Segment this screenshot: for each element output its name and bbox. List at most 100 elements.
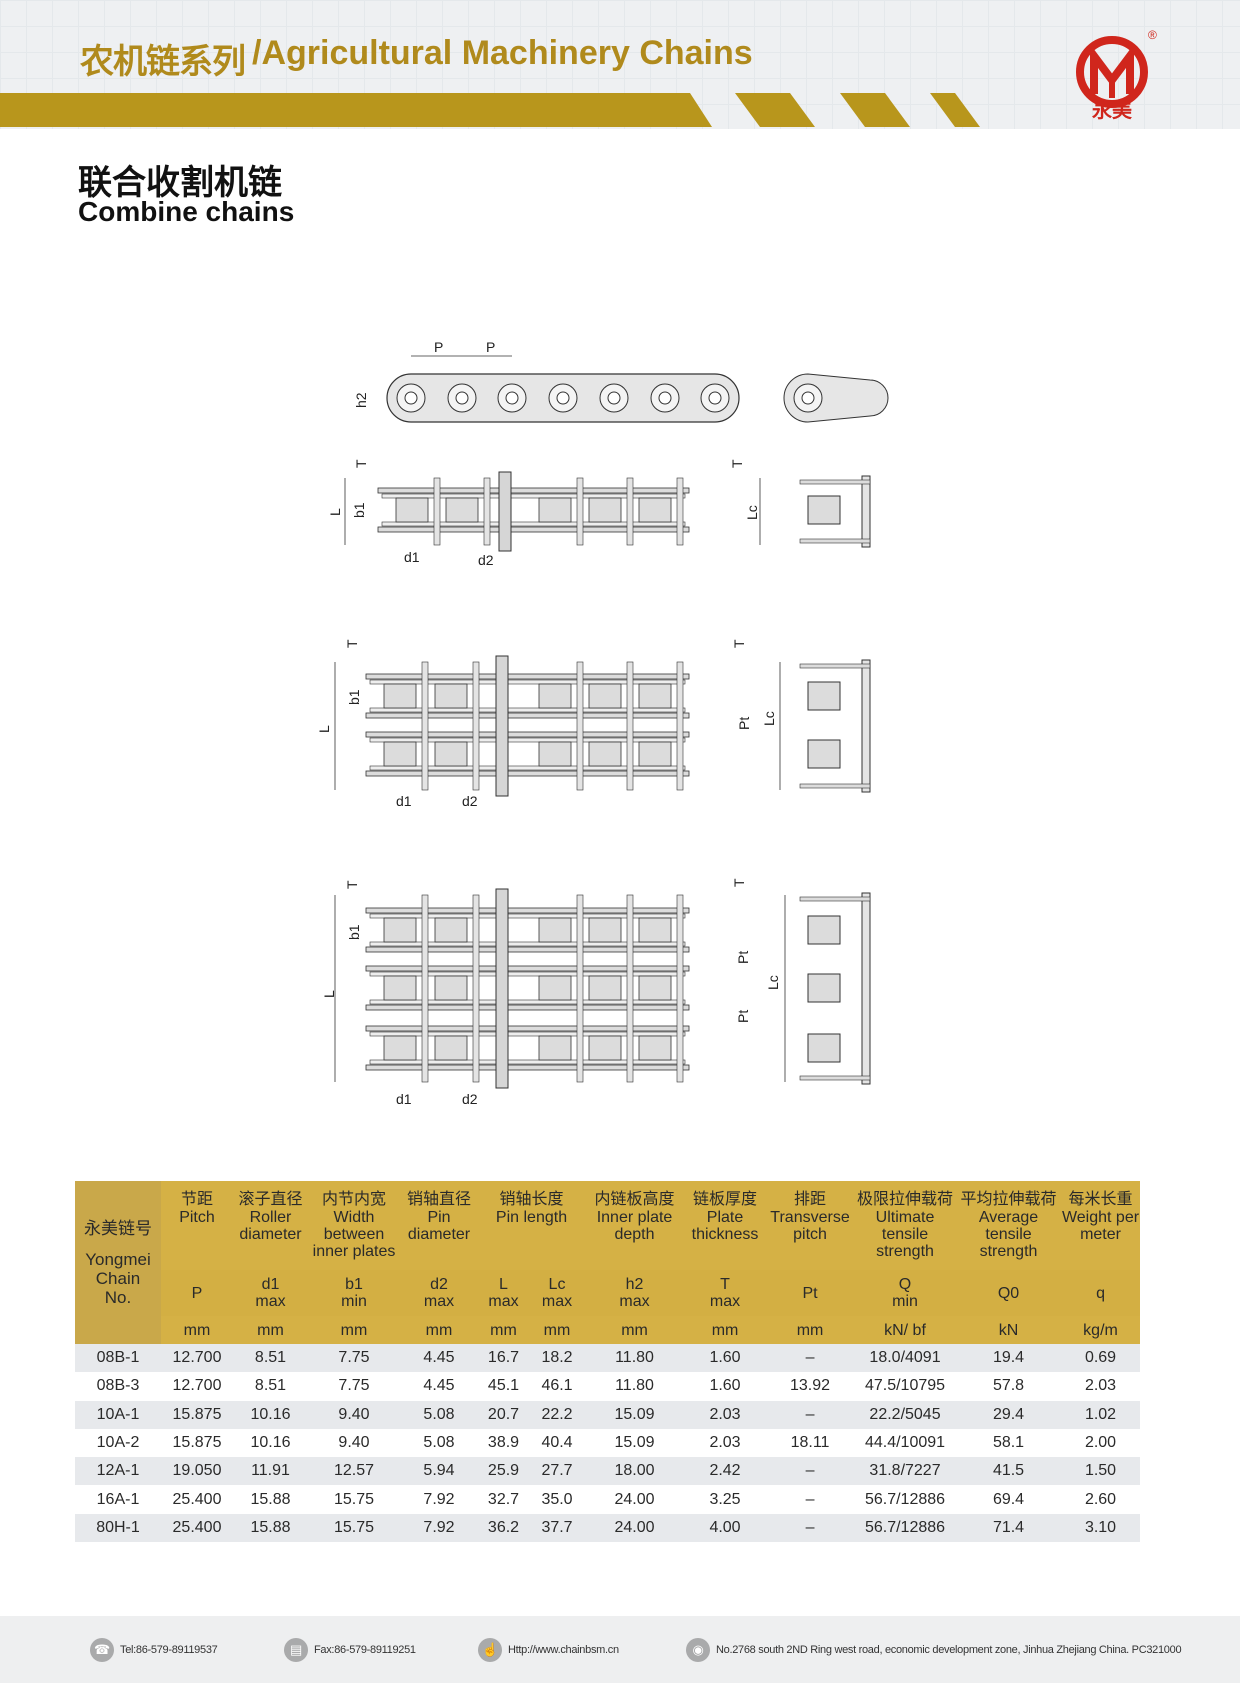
dim-label-d2: d2 [462, 793, 478, 809]
dim-label-l: L [316, 725, 332, 733]
pin [421, 661, 429, 791]
double-chain-labels: T b1 L d1 d2 T Pt Lc [316, 639, 777, 809]
table-row: 16A-1 25.400 15.88 15.75 7.92 32.7 35.0 24.00 3.… [75, 1485, 1140, 1513]
end-view-roller [807, 973, 841, 1003]
symbol-qualifier: min [341, 1293, 367, 1310]
value-cell: 10.16 [250, 1434, 291, 1452]
column-unit: mm [684, 1316, 767, 1344]
header-row: Pitch Roller diameter Width between inner … [75, 1208, 1141, 1270]
phone-icon: ☎ [90, 1638, 114, 1662]
column-symbol: P [161, 1270, 233, 1316]
outer-plate [365, 712, 690, 719]
value-cell: – [766, 1513, 855, 1543]
value-cell: 7.75 [308, 1344, 400, 1373]
end-view-pin [861, 475, 871, 548]
column-unit: kg/m [1061, 1316, 1141, 1344]
roller [538, 683, 572, 709]
dim-label-d2: d2 [478, 552, 494, 568]
symbol-qualifier: max [541, 1293, 573, 1310]
roller [588, 683, 622, 709]
inner-plate [369, 971, 686, 977]
column-symbol: Q0 [956, 1270, 1062, 1316]
column-symbol: d2 max [400, 1270, 478, 1316]
roller [434, 1035, 468, 1061]
value-cell: 4.00 [684, 1513, 767, 1543]
outer-plate [365, 907, 690, 914]
symbol-text: d2 [430, 1276, 448, 1293]
value-cell: 9.40 [308, 1400, 400, 1429]
footer-web[interactable]: ☝ Http://www.chainbsm.cn [478, 1638, 619, 1662]
symbol-text: Pt [802, 1284, 818, 1302]
pin [472, 661, 480, 791]
roller [538, 917, 572, 943]
inner-plate [369, 999, 686, 1005]
roller [588, 497, 622, 523]
symbol-text: Q [898, 1276, 912, 1293]
web-icon: ☝ [478, 1638, 502, 1662]
value-cell: 44.4/10091 [864, 1434, 946, 1452]
symbol-text: b1 [345, 1276, 363, 1293]
column-header-cn: 内节内宽 [308, 1181, 400, 1208]
value-cell: 15.75 [333, 1490, 375, 1508]
outer-plate [365, 1064, 690, 1071]
header-row: 永美链号 Yongmei Chain No. 节距 滚子直径 内节内宽 销轴直径 销轴长度内… [75, 1181, 1141, 1344]
roller [638, 683, 672, 709]
value-cell: 1.50 [1061, 1457, 1141, 1486]
chain-no-header: 永美链号 Yongmei Chain No. [75, 1181, 161, 1344]
pin [433, 477, 441, 546]
value-cell: 7.75 [338, 1377, 370, 1395]
dim-label-h2: h2 [353, 392, 369, 408]
column-header-en: Pitch [161, 1208, 233, 1270]
symbol-qualifier: min [892, 1293, 918, 1310]
web-link[interactable]: Http://www.chainbsm.cn [508, 1644, 619, 1656]
table-row: 08B-3 12.700 8.51 7.75 4.45 45.1 46.1 11.80 1.60… [75, 1372, 1140, 1400]
column-header-en: Weight per meter [1061, 1208, 1141, 1270]
spec-table: 永美链号 Yongmei Chain No. 节距 滚子直径 内节内宽 销轴直径 销轴长度内… [75, 1181, 1141, 1543]
value-cell: 15.88 [233, 1513, 308, 1543]
column-symbol: Pt [766, 1270, 855, 1316]
roller [383, 683, 417, 709]
pin-circle [607, 391, 621, 405]
symbol-text: d1 [261, 1276, 280, 1293]
value-cell: 18.11 [790, 1434, 830, 1452]
chain-no-header-en: Yongmei Chain No. [85, 1249, 151, 1307]
inner-plate [369, 941, 686, 947]
pin-circle [404, 391, 418, 405]
dim-label-pt: Pt [735, 1010, 751, 1023]
roller [638, 917, 672, 943]
page-footer: ☎ Tel:86-579-89119537 ▤ Fax:86-579-8911925… [0, 1616, 1240, 1683]
inner-plate [381, 521, 686, 527]
value-cell: 1.02 [1061, 1400, 1141, 1429]
pin [576, 477, 584, 546]
value-cell: 27.7 [529, 1457, 586, 1486]
dim-label-pt: Pt [735, 951, 751, 964]
dim-label-lc: Lc [765, 975, 781, 990]
fax-icon: ▤ [284, 1638, 308, 1662]
column-header-cn: 链板厚度 [684, 1181, 767, 1208]
column-symbol: d1 max [233, 1270, 308, 1316]
dim-label-pt: Pt [736, 717, 752, 730]
connecting-pin [495, 888, 509, 1089]
section-title-en: Combine chains [78, 196, 295, 227]
chain-number-cell: 16A-1 [96, 1490, 140, 1508]
value-cell: 3.10 [1061, 1513, 1141, 1543]
value-cell: 12.57 [308, 1457, 400, 1486]
triple-chain-labels: T b1 L d1 d2 T Pt Pt Lc [321, 878, 781, 1107]
pin [676, 477, 684, 546]
value-cell: 7.92 [400, 1513, 478, 1543]
dim-label-b1: b1 [351, 502, 367, 518]
outer-plate [365, 946, 690, 953]
value-cell: 19.4 [956, 1344, 1062, 1373]
value-cell: 12.700 [172, 1377, 222, 1395]
outer-plate [377, 526, 690, 533]
dim-label-d1: d1 [396, 793, 412, 809]
roller [395, 497, 429, 523]
value-cell: 15.88 [250, 1490, 291, 1508]
chain-number-cell: 08B-3 [96, 1377, 140, 1395]
value-cell: 25.400 [161, 1513, 233, 1543]
value-cell: 2.42 [684, 1457, 767, 1486]
symbol-text: L [499, 1276, 508, 1293]
pin-circle [658, 391, 672, 405]
roller [638, 497, 672, 523]
